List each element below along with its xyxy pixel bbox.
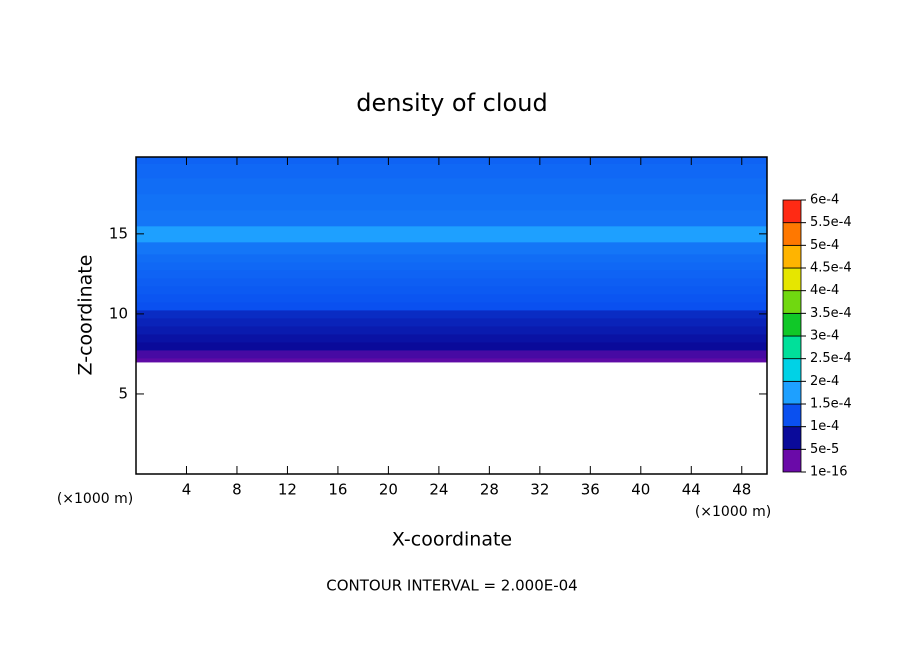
colorbar-label: 3.5e-4 <box>810 306 852 321</box>
contour-band <box>136 325 767 335</box>
colorbar-box <box>782 358 802 382</box>
colorbar-box <box>782 267 802 292</box>
x-tick-label: 12 <box>278 481 297 499</box>
y-tick-label: 10 <box>109 304 128 322</box>
colorbar-label: 4.5e-4 <box>810 261 852 276</box>
colorbar-label: 1.5e-4 <box>810 397 852 412</box>
chart-title: density of cloud <box>356 89 547 117</box>
y-tick-label: 5 <box>118 384 128 402</box>
contour-band <box>136 357 767 363</box>
colorbar-label: 5.5e-4 <box>810 215 852 230</box>
colorbar: 1e-16 5e-5 1e-4 1.5e-4 2e-4 2.5e-4 3e-4 3.5e-4 4… <box>782 193 852 480</box>
x-tick-label: 24 <box>429 481 448 499</box>
x-tick-label: 28 <box>480 481 499 499</box>
x-tick-label: 16 <box>328 481 347 499</box>
colorbar-label: 2.5e-4 <box>810 351 852 366</box>
contour-band <box>136 317 767 327</box>
colorbar-label: 1e-16 <box>810 465 848 480</box>
colorbar-label: 3e-4 <box>810 329 839 344</box>
x-tick-label: 36 <box>581 481 600 499</box>
colorbar-box <box>782 335 802 360</box>
contour-band <box>136 309 767 319</box>
x-tick-label: 44 <box>682 481 701 499</box>
x-unit-right: (×1000 m) <box>695 504 771 520</box>
contour-band <box>136 177 767 195</box>
colorbar-label: 4e-4 <box>810 283 839 298</box>
contour-band <box>136 241 767 255</box>
contour-band <box>136 163 767 179</box>
colorbar-box <box>782 312 802 337</box>
colorbar-label: 5e-5 <box>810 442 839 457</box>
x-axis-label: X-coordinate <box>392 529 512 551</box>
contour-band <box>136 253 767 263</box>
contour-band <box>136 333 767 343</box>
contour-band <box>136 277 767 287</box>
colorbar-box <box>782 290 802 314</box>
contour-field <box>136 157 767 363</box>
contour-band <box>136 285 767 295</box>
x-tick-label: 4 <box>182 481 192 499</box>
contour-band <box>136 261 767 271</box>
colorbar-box <box>782 380 802 405</box>
contour-band <box>136 349 767 359</box>
contour-band <box>136 269 767 279</box>
x-tick-label: 32 <box>530 481 549 499</box>
contour-band <box>136 157 767 164</box>
y-axis-label: Z-coordinate <box>75 255 97 376</box>
x-tick-label: 20 <box>379 481 398 499</box>
colorbar-label: 2e-4 <box>810 374 839 389</box>
contour-interval: CONTOUR INTERVAL = 2.000E-04 <box>326 577 577 595</box>
contour-band <box>136 225 767 243</box>
contour-band <box>136 341 767 351</box>
colorbar-label: 1e-4 <box>810 419 839 434</box>
x-tick-label: 48 <box>732 481 751 499</box>
colorbar-box <box>782 222 802 246</box>
colorbar-box <box>782 426 802 450</box>
colorbar-box <box>782 403 802 428</box>
colorbar-box <box>782 244 802 269</box>
colorbar-label: 6e-4 <box>810 193 839 208</box>
contour-band <box>136 293 767 303</box>
plot-frame <box>135 156 768 475</box>
x-tick-label: 8 <box>232 481 242 499</box>
colorbar-box <box>782 199 802 224</box>
contour-band <box>136 301 767 311</box>
colorbar-label: 5e-4 <box>810 238 839 253</box>
contour-band <box>136 193 767 211</box>
y-tick-label: 15 <box>109 224 128 242</box>
x-tick-label: 40 <box>631 481 650 499</box>
contour-band <box>136 209 767 227</box>
x-unit-left: (×1000 m) <box>57 491 133 507</box>
colorbar-box <box>782 448 802 473</box>
